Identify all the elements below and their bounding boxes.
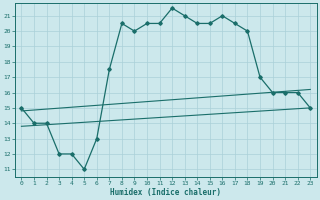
X-axis label: Humidex (Indice chaleur): Humidex (Indice chaleur) [110,188,221,197]
